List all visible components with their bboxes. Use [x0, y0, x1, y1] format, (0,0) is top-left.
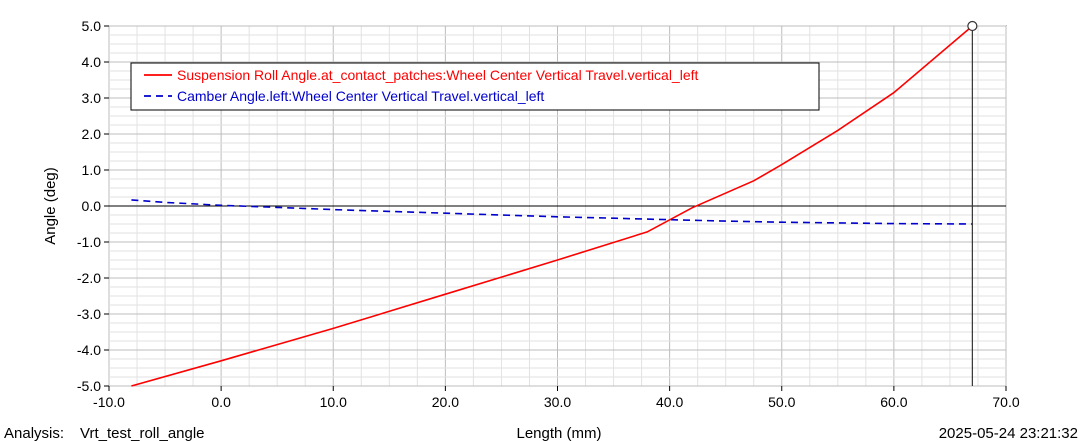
y-tick-label: -2.0	[77, 270, 101, 286]
series-line-camber-angle	[131, 199, 973, 225]
x-tick-label: -10.0	[93, 394, 125, 410]
legend: Suspension Roll Angle.at_contact_patches…	[130, 62, 820, 111]
series-line-roll-angle	[131, 25, 973, 387]
y-tick-label: 4.0	[82, 54, 102, 70]
y-tick-label: 1.0	[82, 162, 102, 178]
x-tick-label: 60.0	[880, 394, 907, 410]
x-tick-label: 70.0	[992, 394, 1019, 410]
x-tick-label: 40.0	[656, 394, 683, 410]
series-layer	[131, 20, 978, 387]
timestamp: 2025-05-24 23:21:32	[939, 425, 1078, 441]
y-tick-label: 2.0	[82, 126, 102, 142]
x-tick-label: 50.0	[768, 394, 795, 410]
legend-label-camber-angle: Camber Angle.left:Wheel Center Vertical …	[177, 88, 544, 104]
cursor-marker[interactable]	[967, 20, 978, 32]
legend-box	[130, 62, 820, 111]
x-tick-label: 10.0	[320, 394, 347, 410]
y-tick-label: 5.0	[82, 18, 102, 34]
x-tick-label: 20.0	[432, 394, 459, 410]
analysis-value: Vrt_test_roll_angle	[80, 425, 205, 441]
y-tick-label: 0.0	[82, 198, 102, 214]
y-tick-label: -3.0	[77, 306, 101, 322]
x-tick-label: 0.0	[211, 394, 231, 410]
legend-label-roll-angle: Suspension Roll Angle.at_contact_patches…	[177, 67, 699, 83]
y-tick-label: -1.0	[77, 234, 101, 250]
x-tick-label: 30.0	[544, 394, 571, 410]
y-tick-label: -5.0	[77, 378, 101, 394]
axes: -10.0 0.0 10.0 20.0 30.0 40.0 50.0 60.0 70.0 5.0 4…	[77, 18, 1020, 410]
y-axis-label: Angle (deg)	[42, 167, 59, 245]
x-axis-label: Length (mm)	[516, 425, 601, 441]
y-tick-label: -4.0	[77, 342, 101, 358]
analysis-label: Analysis:	[4, 425, 64, 441]
y-tick-label: 3.0	[82, 90, 102, 106]
